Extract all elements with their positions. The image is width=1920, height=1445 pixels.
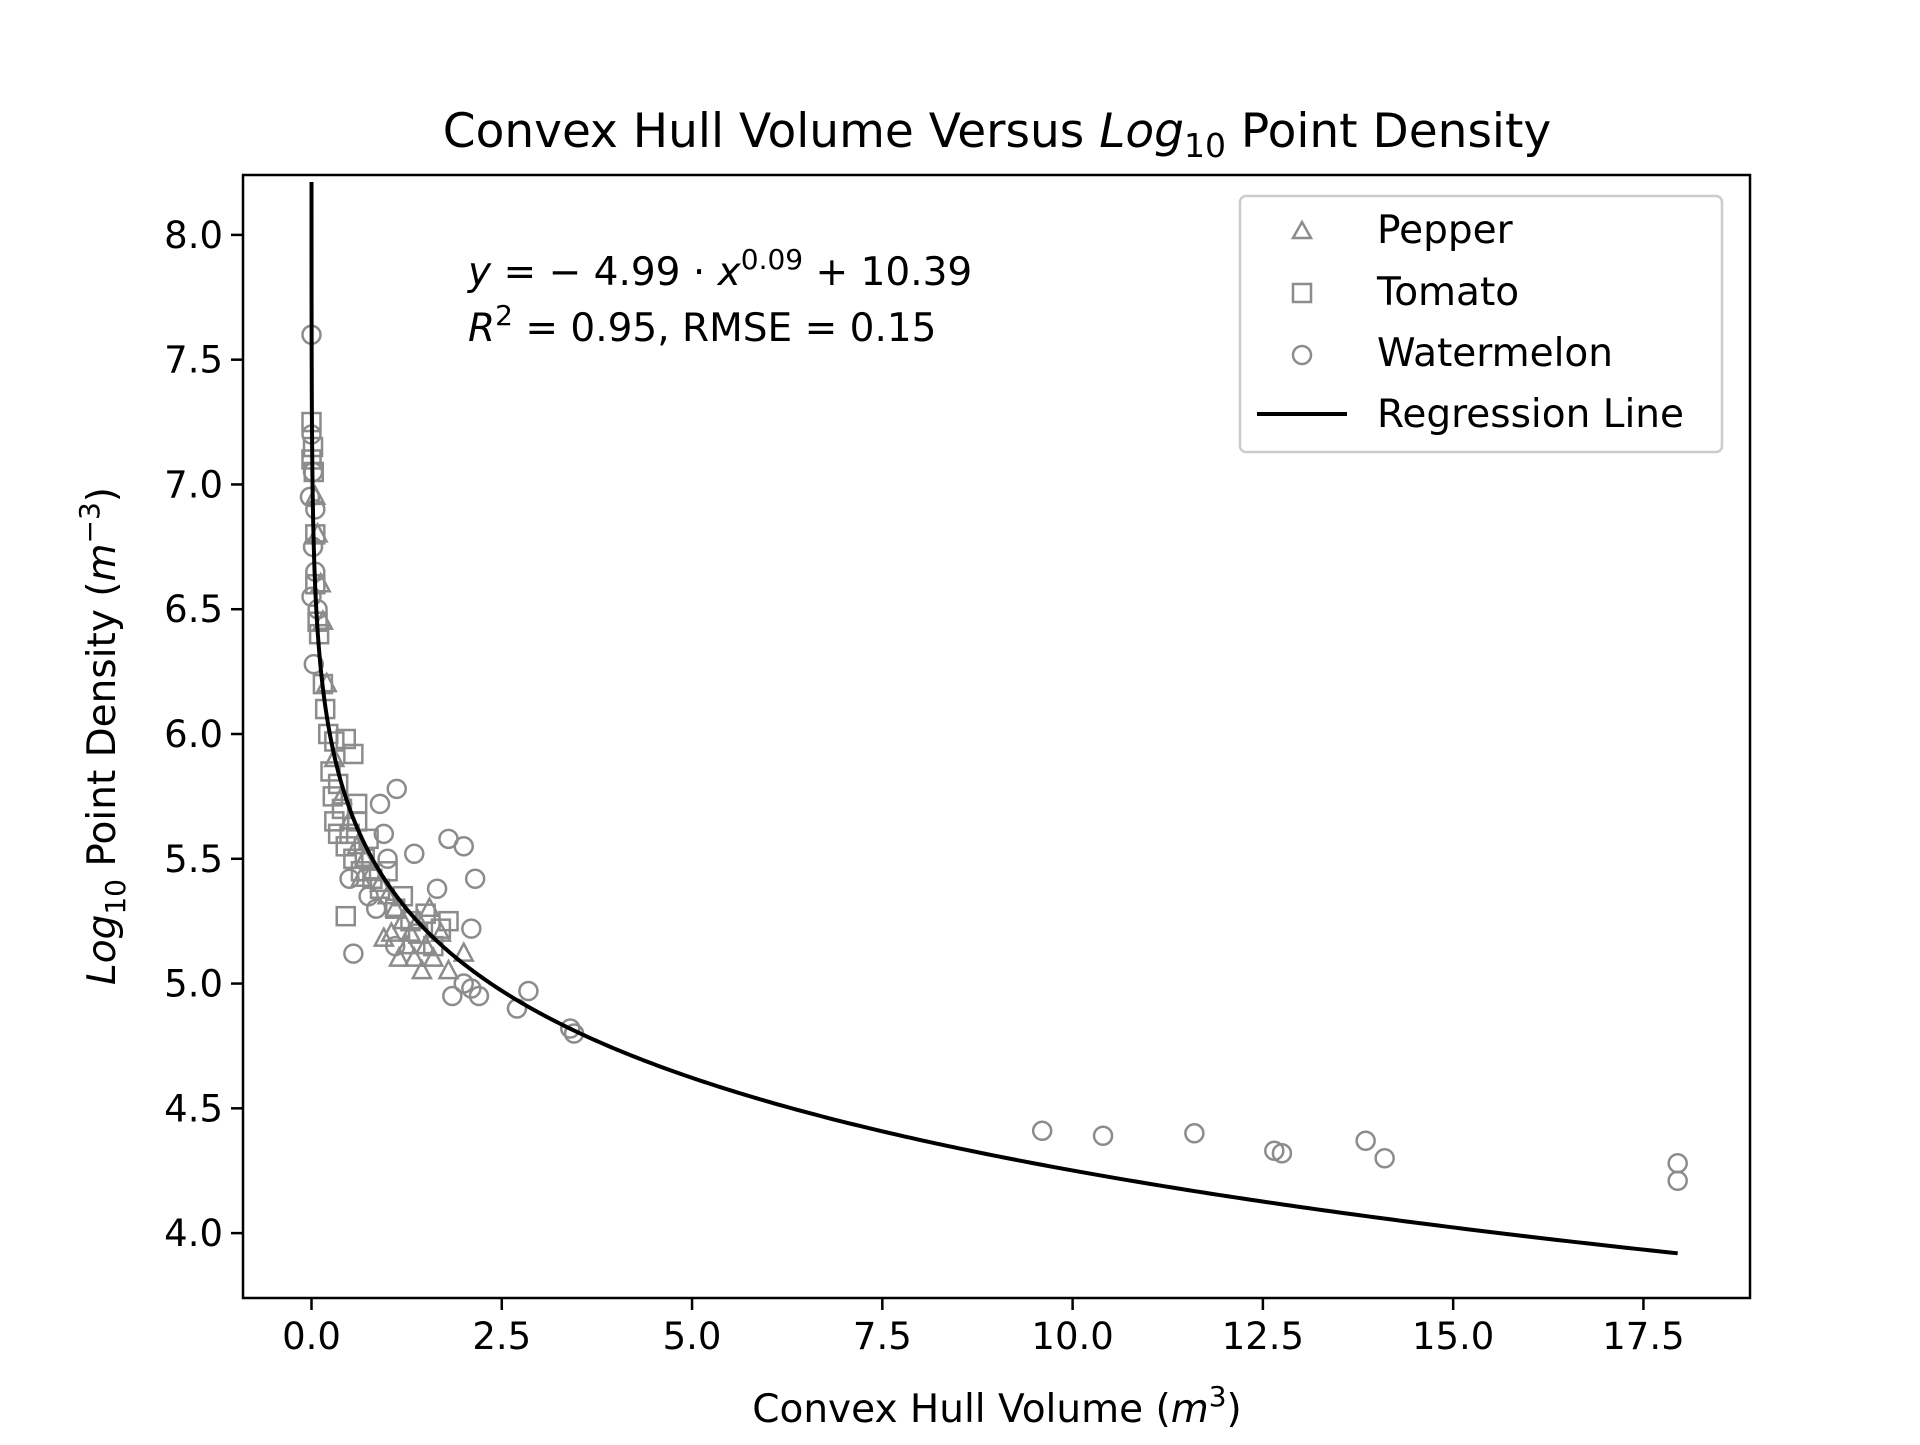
ticks-layer: 0.0 2.5 5.0 7.5 10.0 12.5 15.0 17.5 4.0 4.5 5.0 5.5… [164, 214, 1684, 1358]
watermelon-point [453, 836, 474, 857]
legend-circle-icon [1291, 344, 1313, 366]
x-tick-label: 5.0 [663, 1315, 722, 1358]
pepper-point [395, 933, 418, 955]
y-tick-label: 7.0 [164, 463, 223, 506]
legend-square-icon [1291, 282, 1313, 304]
tomato-point [327, 823, 349, 845]
watermelon-point [468, 985, 490, 1007]
watermelon-point [518, 980, 539, 1002]
legend-label-watermelon: Watermelon [1377, 331, 1613, 376]
legend-label-regression: Regression Line [1377, 392, 1684, 437]
pepper-point [452, 940, 475, 962]
watermelon-point [1092, 1125, 1114, 1147]
watermelon-point [369, 793, 391, 815]
legend-box [1238, 194, 1724, 454]
y-tick-label: 7.5 [164, 339, 223, 382]
pepper-point [387, 945, 411, 967]
watermelon-point [384, 935, 406, 957]
pepper-point [323, 746, 346, 768]
tomato-point [335, 836, 356, 857]
watermelon-point [442, 985, 463, 1007]
pepper-point [384, 896, 407, 917]
pepper-point [422, 945, 445, 967]
pepper-point [437, 958, 460, 980]
regression-equation: y = − 4.99 · x0.09 + 10.39 [467, 243, 972, 295]
watermelon-point [1667, 1170, 1688, 1191]
pepper-point [403, 945, 426, 967]
watermelon-point [305, 499, 326, 520]
y-tick-label: 8.0 [164, 214, 223, 257]
y-tick-label: 4.5 [164, 1087, 223, 1130]
tomato-point [335, 905, 356, 927]
x-tick-label: 17.5 [1602, 1315, 1684, 1358]
watermelon-point [373, 823, 395, 845]
x-tick-label: 15.0 [1412, 1315, 1494, 1358]
pepper-point [376, 883, 399, 905]
x-tick-label: 12.5 [1222, 1315, 1304, 1358]
watermelon-point [404, 843, 425, 865]
tomato-point [343, 743, 364, 765]
tomato-point [415, 903, 436, 924]
watermelon-point [1355, 1130, 1376, 1152]
tomato-point [343, 848, 364, 870]
watermelon-point [560, 1018, 581, 1039]
pepper-point [346, 833, 369, 855]
tomato-point [335, 728, 356, 750]
pepper-point [410, 958, 433, 980]
watermelon-point [1374, 1147, 1395, 1169]
legend-label-pepper: Pepper [1377, 208, 1514, 253]
watermelon-point [386, 778, 407, 800]
watermelon-point [339, 868, 360, 889]
watermelon-point [461, 918, 482, 939]
regression-stats: R2 = 0.95, RMSE = 0.15 [468, 299, 937, 351]
y-tick-label: 6.5 [164, 588, 223, 631]
legend-label-tomato: Tomato [1376, 270, 1519, 315]
watermelon-point [365, 898, 387, 919]
y-tick-label: 4.0 [164, 1212, 223, 1255]
legend: Pepper Tomato Watermelon Regression Line [1238, 194, 1724, 454]
watermelon-point [1271, 1143, 1293, 1164]
watermelon-point [1184, 1123, 1205, 1144]
watermelon-point [303, 653, 325, 675]
x-tick-label: 0.0 [282, 1315, 341, 1358]
watermelon-point [461, 978, 482, 999]
pepper-point [372, 925, 395, 947]
x-axis-label: Convex Hull Volume (m3) [752, 1380, 1242, 1432]
pepper-point [399, 920, 422, 942]
watermelon-point [464, 868, 486, 889]
watermelon-point [343, 943, 364, 964]
tomato-point [324, 811, 345, 832]
chart-title: Convex Hull Volume Versus Log10 Point De… [443, 104, 1551, 165]
tomato-point [438, 910, 459, 932]
watermelon-point [1667, 1152, 1688, 1174]
plot-frame [241, 173, 1752, 1300]
pepper-point [414, 933, 437, 955]
watermelon-point [1031, 1120, 1053, 1142]
y-tick-label: 5.0 [164, 963, 223, 1006]
pepper-point [429, 920, 452, 942]
regression-layer [309, 182, 1678, 1256]
x-tick-label: 2.5 [472, 1315, 531, 1358]
regression-line [309, 182, 1678, 1256]
points-layer [299, 324, 1688, 1191]
x-tick-label: 7.5 [853, 1315, 912, 1358]
watermelon-point [426, 878, 448, 899]
y-tick-label: 5.5 [164, 838, 223, 881]
tomato-point [430, 918, 452, 939]
pepper-point [391, 908, 414, 930]
watermelon-point [301, 586, 322, 607]
x-tick-label: 10.0 [1031, 1315, 1113, 1358]
pepper-point [349, 866, 373, 887]
y-axis-label: Log10 Point Density (m−3) [73, 487, 132, 985]
watermelon-point [377, 848, 398, 870]
watermelon-point [299, 486, 321, 508]
legend-triangle-icon [1290, 219, 1314, 240]
y-tick-label: 6.0 [164, 713, 223, 756]
